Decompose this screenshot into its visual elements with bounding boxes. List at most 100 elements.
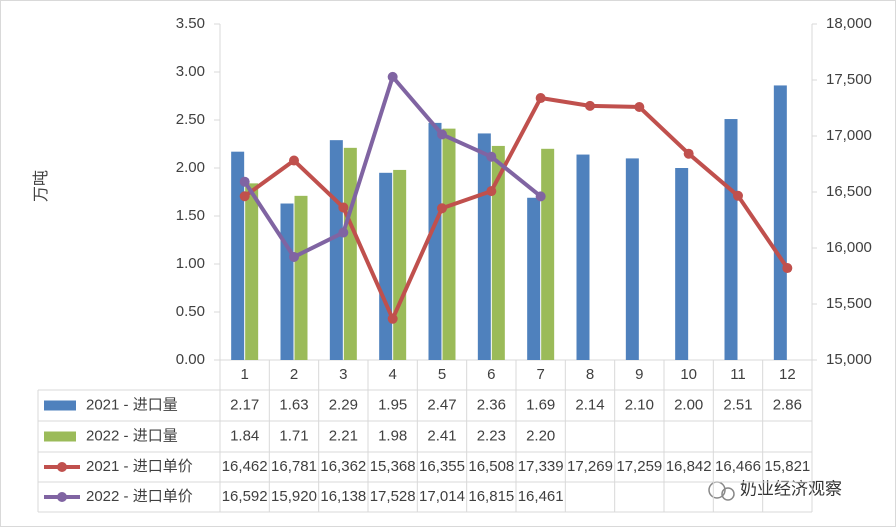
data-label: 16,355: [419, 458, 465, 475]
legend-label: 2022 - 进口单价: [86, 488, 193, 505]
data-label: 16,592: [222, 488, 268, 505]
data-label: 16,508: [468, 458, 514, 475]
x-tick-label: 11: [730, 366, 746, 383]
x-tick-label: 2: [290, 366, 298, 383]
line-marker: [289, 155, 299, 166]
y-tick-label: 0.00: [176, 351, 205, 368]
bar: [491, 145, 505, 360]
bar: [329, 140, 343, 360]
line-marker: [338, 202, 349, 213]
line-marker: [585, 100, 595, 111]
y2-tick-label: 15,500: [826, 295, 872, 312]
bar: [231, 151, 245, 360]
bar: [294, 195, 308, 360]
data-label: 15,920: [271, 488, 317, 505]
line-marker: [782, 263, 793, 274]
data-label: 2.14: [575, 396, 604, 413]
bar: [343, 147, 357, 360]
line-marker: [486, 151, 497, 162]
data-label: 2.17: [230, 396, 259, 413]
legend-swatch: [44, 400, 76, 411]
data-label: 2.29: [329, 396, 358, 413]
x-tick-label: 12: [779, 366, 796, 383]
line-marker: [239, 191, 250, 202]
line-marker: [486, 186, 497, 197]
data-label: 2.41: [427, 427, 456, 444]
y2-tick-label: 18,000: [826, 15, 872, 32]
y-tick-label: 1.00: [176, 255, 205, 272]
bar: [675, 168, 689, 360]
data-label: 2.00: [674, 396, 703, 413]
bar: [527, 197, 541, 360]
data-label: 17,528: [370, 488, 416, 505]
y2-tick-label: 15,000: [826, 351, 872, 368]
x-tick-label: 1: [240, 366, 248, 383]
line-marker: [535, 191, 546, 202]
data-label: 2.10: [625, 396, 654, 413]
data-label: 1.71: [279, 427, 308, 444]
data-label: 17,259: [616, 458, 662, 475]
bar: [245, 183, 259, 360]
line-marker: [338, 227, 349, 238]
y-tick-label: 2.00: [176, 159, 205, 176]
data-label: 16,815: [468, 488, 514, 505]
data-label: 1.69: [526, 396, 555, 413]
legend-label: 2022 - 进口量: [86, 427, 178, 444]
data-label: 2.51: [723, 396, 752, 413]
data-label: 1.95: [378, 396, 407, 413]
line-marker: [387, 313, 398, 324]
data-label: 1.63: [279, 396, 308, 413]
y-tick-label: 1.50: [176, 207, 205, 224]
bar: [442, 128, 456, 360]
bar: [428, 122, 442, 360]
y-tick-label: 3.00: [176, 63, 205, 80]
legend-swatch: [44, 431, 76, 442]
data-label: 15,368: [370, 458, 416, 475]
bar: [393, 169, 407, 360]
line-marker: [387, 71, 398, 82]
watermark: 奶业经济观察: [740, 479, 842, 498]
x-tick-label: 10: [680, 366, 697, 383]
data-label: 2.20: [526, 427, 555, 444]
line-marker: [437, 203, 447, 214]
y-tick-label: 3.50: [176, 15, 205, 32]
line-marker: [634, 101, 645, 112]
data-label: 17,014: [419, 488, 465, 505]
x-tick-label: 6: [487, 366, 495, 383]
y-tick-label: 2.50: [176, 111, 205, 128]
y2-tick-label: 17,500: [826, 71, 872, 88]
data-label: 2.86: [773, 396, 802, 413]
bar: [773, 85, 787, 360]
line-marker: [437, 129, 447, 140]
data-label: 1.84: [230, 427, 259, 444]
data-label: 16,138: [320, 488, 366, 505]
data-label: 2.47: [427, 396, 456, 413]
data-label: 15,821: [764, 458, 810, 475]
y2-tick-label: 17,000: [826, 127, 872, 144]
bar: [280, 203, 294, 360]
y-tick-label: 0.50: [176, 303, 205, 320]
y2-tick-label: 16,500: [826, 183, 872, 200]
data-label: 2.23: [477, 427, 506, 444]
data-label: 16,466: [715, 458, 761, 475]
data-label: 17,339: [518, 458, 564, 475]
line-marker: [289, 251, 299, 262]
bar: [724, 119, 738, 360]
line-marker: [239, 176, 250, 187]
x-tick-label: 3: [339, 366, 347, 383]
data-label: 16,781: [271, 458, 317, 475]
x-tick-label: 7: [536, 366, 544, 383]
data-label: 2.21: [329, 427, 358, 444]
bar: [541, 148, 555, 360]
line-marker: [683, 148, 694, 159]
data-label: 16,462: [222, 458, 268, 475]
line: [243, 96, 789, 321]
bar: [379, 172, 393, 360]
bar: [576, 154, 590, 360]
legend-swatch: [57, 462, 67, 472]
data-label: 17,269: [567, 458, 613, 475]
line-marker: [733, 190, 743, 201]
legend-label: 2021 - 进口量: [86, 396, 178, 413]
bar: [625, 158, 639, 360]
